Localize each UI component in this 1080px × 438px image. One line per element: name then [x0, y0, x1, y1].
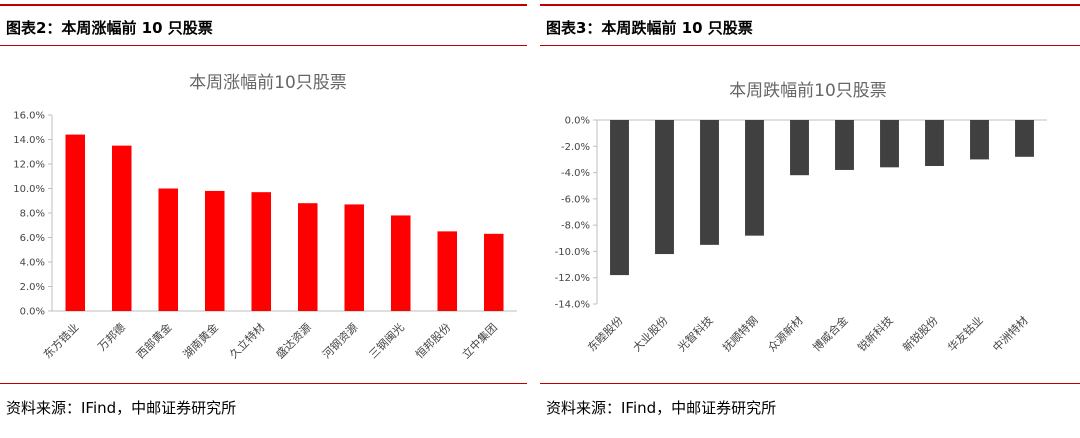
bar-3	[158, 188, 179, 311]
category-label: 西部黄金	[133, 320, 174, 361]
bar-1	[610, 120, 629, 276]
bar-3	[700, 120, 719, 245]
category-label: 中洲特材	[990, 313, 1031, 354]
category-label: 盛达资源	[273, 320, 314, 361]
category-label: 河钢资源	[319, 320, 360, 361]
bar-4	[204, 190, 225, 311]
category-label: 大业股份	[630, 313, 671, 354]
top-rule	[540, 4, 1080, 6]
bottom-rule	[540, 383, 1080, 384]
bar-9	[437, 231, 458, 311]
bar-4	[745, 120, 764, 236]
category-label: 东睦股份	[585, 314, 625, 354]
bar-8	[390, 215, 411, 311]
title-rule	[0, 45, 527, 46]
figure-title: 图表3：本周跌幅前 10 只股票	[546, 19, 753, 37]
bar-10	[1015, 120, 1034, 157]
y-tick-label: 6.0%	[20, 233, 45, 244]
bar-5	[790, 120, 809, 176]
y-tick-label: 0.0%	[20, 307, 45, 318]
category-label: 光智科技	[675, 313, 716, 354]
bar-chart-top-gainers: 本周涨幅前10只股票 0.0% 2.0% 4.0% 6.0% 8.0% 10.0% 12.0%…	[13, 73, 517, 361]
category-label: 久立特材	[226, 320, 267, 361]
y-tick-label: 4.0%	[20, 258, 45, 269]
category-label: 博威合金	[810, 313, 851, 354]
bar-7	[344, 204, 365, 311]
y-tick-label: -14.0%	[555, 300, 590, 311]
bar-7	[880, 120, 899, 168]
category-label: 抚顺特钢	[720, 313, 761, 354]
y-tick-label: 8.0%	[20, 209, 45, 220]
bar-5	[251, 192, 272, 311]
y-tick-label: -8.0%	[561, 221, 590, 232]
y-tick-label: -6.0%	[561, 194, 590, 205]
bar-chart-top-losers: 本周跌幅前10只股票 0.0% -2.0% -4.0% -6.0% -8.0% -10.0%…	[555, 81, 1047, 354]
category-label: 恒邦股份	[413, 321, 453, 361]
bar-2	[111, 145, 132, 311]
figure-panel-right: 图表3：本周跌幅前 10 只股票 本周跌幅前10只股票 0.0% -2.0% -4.0…	[540, 0, 1080, 438]
category-label: 东方锆业	[40, 320, 81, 361]
source-note: 资料来源：IFind，中邮证券研究所	[546, 399, 777, 417]
chart-title: 本周涨幅前10只股票	[189, 73, 347, 93]
bar-1	[65, 134, 86, 311]
bar-9	[970, 120, 989, 160]
figure-title: 图表2：本周涨幅前 10 只股票	[6, 19, 213, 37]
category-label: 众源新材	[765, 313, 806, 354]
top-rule	[0, 4, 527, 6]
category-label: 三钢闽光	[366, 320, 407, 361]
y-tick-label: 2.0%	[20, 282, 45, 293]
bar-6	[297, 203, 318, 311]
y-tick-label: 16.0%	[13, 111, 45, 122]
y-tick-label: -4.0%	[561, 168, 590, 179]
bar-10	[483, 233, 504, 311]
category-label: 湖南黄金	[180, 320, 221, 361]
y-tick-label: -12.0%	[555, 273, 590, 284]
figure-panel-left: 图表2：本周涨幅前 10 只股票 本周涨幅前10只股票 0.0% 2.0% 4.0% 6…	[0, 0, 527, 438]
y-tick-label: 10.0%	[13, 184, 45, 195]
bar-6	[835, 120, 854, 170]
y-tick-label: 0.0%	[565, 116, 590, 127]
category-label: 万邦德	[95, 320, 128, 353]
bar-8	[925, 120, 944, 166]
y-tick-label: -2.0%	[561, 142, 590, 153]
bar-2	[655, 120, 674, 255]
category-label: 锐新科技	[855, 313, 896, 354]
category-label: 新锐股份	[900, 313, 941, 354]
y-tick-label: -10.0%	[555, 247, 590, 258]
chart-title: 本周跌幅前10只股票	[729, 81, 887, 101]
category-label: 华友钴业	[945, 313, 986, 354]
title-rule	[540, 45, 1080, 46]
y-tick-label: 12.0%	[13, 160, 45, 171]
bottom-rule	[0, 383, 527, 384]
y-tick-label: 14.0%	[13, 135, 45, 146]
source-note: 资料来源：IFind，中邮证券研究所	[6, 399, 237, 417]
category-label: 立中集团	[459, 320, 500, 361]
